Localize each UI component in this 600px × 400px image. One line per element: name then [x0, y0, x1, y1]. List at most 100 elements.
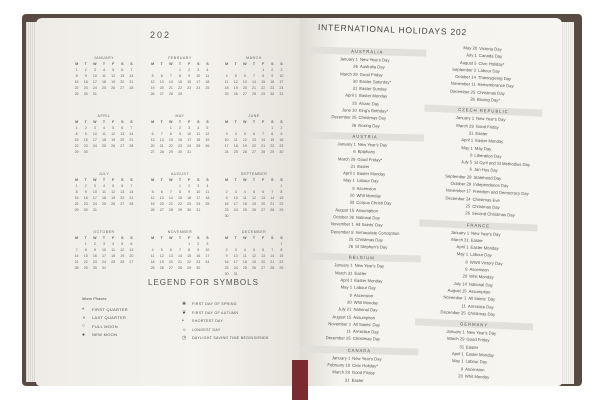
weekday-header: S — [280, 236, 283, 240]
day-cell: 15 — [83, 254, 88, 258]
day-cell: 18 — [101, 138, 106, 142]
month-name: April — [97, 114, 111, 118]
day-cell: 15 — [74, 196, 79, 200]
day-cell: 17 — [92, 196, 97, 200]
first-quarter-icon: ◐ — [82, 306, 86, 313]
day-cell: 27 — [150, 150, 155, 154]
day-cell: 19 — [159, 260, 164, 264]
legend-item: ◑ Last Quarter — [82, 314, 128, 323]
holiday-name: Second Christmas Day — [471, 210, 515, 218]
day-cell: 5 — [252, 190, 255, 194]
day-cell: 25 — [101, 144, 106, 148]
day-cell: 26 — [111, 144, 116, 148]
weekday-header: F — [188, 178, 191, 182]
day-cell: 20 — [168, 260, 173, 264]
holiday-date: 26 — [348, 243, 354, 249]
holiday-date: 31 — [344, 377, 350, 383]
day-cell: 29 — [177, 208, 182, 212]
day-cell: 23 — [83, 144, 88, 148]
day-cell: 1 — [75, 184, 78, 188]
empty-cell — [240, 126, 249, 130]
day-cell: 30 — [83, 92, 88, 96]
day-cell: 7 — [169, 190, 172, 194]
weekday-header: T — [234, 62, 237, 66]
day-cell: 19 — [120, 254, 125, 258]
day-cell: 20 — [129, 254, 134, 258]
day-cell: 30 — [279, 150, 284, 154]
day-cell: 6 — [160, 74, 163, 78]
empty-cell — [166, 242, 175, 246]
day-cell: 1 — [271, 126, 274, 130]
day-cell: 17 — [196, 196, 201, 200]
holiday-name: St Stephen's Day — [355, 243, 388, 250]
day-cell: 20 — [120, 80, 125, 84]
weekday-header: S — [121, 62, 124, 66]
day-cell: 20 — [261, 260, 266, 264]
day-cell: 9 — [271, 74, 274, 78]
day-cell: 12 — [233, 80, 238, 84]
day-cell: 28 — [177, 266, 182, 270]
day-cell: 12 — [150, 196, 155, 200]
day-cell: 28 — [129, 86, 134, 90]
day-cell: 27 — [242, 92, 247, 96]
day-cell: 4 — [102, 68, 105, 72]
day-cell: 31 — [101, 266, 106, 270]
day-cell: 22 — [261, 86, 266, 90]
symbols-legend: ❀ First day of spring ❦ First day of autumn… — [182, 300, 269, 343]
weekday-header: T — [234, 178, 237, 182]
day-cell: 7 — [130, 68, 133, 72]
day-cell: 23 — [177, 144, 182, 148]
weekday-header: M — [151, 178, 155, 182]
weekday-header: M — [225, 62, 229, 66]
day-cell: 15 — [279, 254, 284, 258]
day-cell: 29 — [279, 208, 284, 212]
day-cell: 29 — [74, 208, 79, 212]
weekday-header: T — [178, 120, 182, 124]
day-cell: 28 — [159, 150, 164, 154]
day-cell: 22 — [279, 260, 284, 264]
month-grid: M T W T F S S 1 2 3 4 5 6 7 8 9 10 11 12 13 14 15 16 17 18 19 20 21… — [222, 62, 286, 96]
weekday-header: W — [243, 120, 247, 124]
empty-cell — [148, 126, 157, 130]
day-cell: 21 — [270, 260, 275, 264]
holiday-date: December 25 — [325, 335, 351, 342]
day-cell: 28 — [251, 92, 256, 96]
day-cell: 10 — [196, 74, 201, 78]
day-cell: 13 — [251, 138, 256, 142]
weekday-header: T — [84, 62, 87, 66]
day-cell: 6 — [243, 74, 246, 78]
day-cell: 22 — [74, 202, 79, 206]
weekday-header: F — [188, 62, 191, 66]
day-cell: 23 — [187, 86, 192, 90]
day-cell: 11 — [233, 138, 238, 142]
day-cell: 7 — [178, 248, 181, 252]
empty-cell — [148, 184, 157, 188]
weekday-header: M — [151, 120, 155, 124]
weekday-header: S — [271, 236, 274, 240]
day-cell: 3 — [93, 68, 96, 72]
empty-cell — [259, 126, 268, 130]
day-cell: 24 — [279, 86, 284, 90]
month-grid: M T W T F S S 1 2 3 4 5 6 7 8 9 10 11 12 13 14 15 16 17 18 19 20 21… — [222, 178, 286, 218]
day-cell: 10 — [101, 248, 106, 252]
day-cell: 19 — [242, 144, 247, 148]
day-cell: 8 — [178, 190, 181, 194]
holidays-column-1: Australia January 1 New Year's Day 26 Austra… — [300, 43, 427, 386]
weekday-header: S — [130, 236, 133, 240]
day-cell: 7 — [252, 74, 255, 78]
weekday-header: W — [93, 120, 97, 124]
day-cell: 18 — [101, 196, 106, 200]
day-cell: 23 — [83, 86, 88, 90]
day-cell: 8 — [169, 132, 172, 136]
weekday-header: T — [234, 236, 237, 240]
holidays-column-2: May 20 Victoria Day July 1 Canada Day August… — [413, 43, 546, 383]
day-cell: 6 — [121, 184, 124, 188]
weekday-header: T — [178, 62, 182, 66]
day-cell: 29 — [83, 266, 88, 270]
weekday-header: S — [206, 236, 209, 240]
day-cell: 19 — [150, 202, 155, 206]
day-cell: 18 — [205, 196, 210, 200]
day-cell: 15 — [187, 254, 192, 258]
day-cell: 1 — [280, 184, 283, 188]
month-name: May — [175, 114, 185, 118]
